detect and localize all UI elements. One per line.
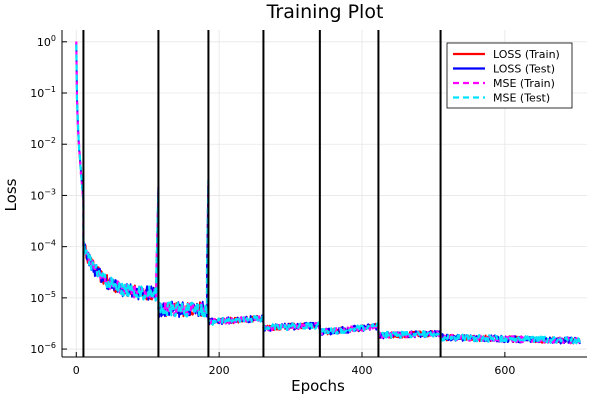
y-tick-label: 10−1 [30,85,56,100]
x-tick-label: 600 [494,364,515,377]
legend-label-2: LOSS (Test) [493,63,555,76]
y-tick-label: 10−3 [30,187,56,202]
x-tick-label: 400 [352,364,373,377]
x-tick-label: 200 [209,364,230,377]
legend-label-3: MSE (Train) [493,77,555,90]
y-tick-label: 10−6 [30,341,56,356]
legend-label-4: MSE (Test) [493,92,550,105]
x-axis-label: Epochs [291,377,345,395]
axes-frame [61,30,587,358]
chart-title: Training Plot [266,1,384,23]
y-tick-label: 10−4 [30,239,56,254]
x-tick-label: 0 [73,364,80,377]
tick-labels: 0 200 400 600 10−6 10−5 10−4 10−3 10−2 10−1 100 [30,34,515,377]
legend-label-1: LOSS (Train) [493,48,560,61]
y-tick-label: 100 [37,34,56,49]
epoch-boundary-lines [82,30,442,357]
legend: LOSS (Train) LOSS (Test)MSE (Train) MSE (T… [446,42,573,109]
y-axis-label: Loss [2,178,20,211]
y-tick-label: 10−5 [30,290,56,305]
y-tick-label: 10−2 [30,136,56,151]
